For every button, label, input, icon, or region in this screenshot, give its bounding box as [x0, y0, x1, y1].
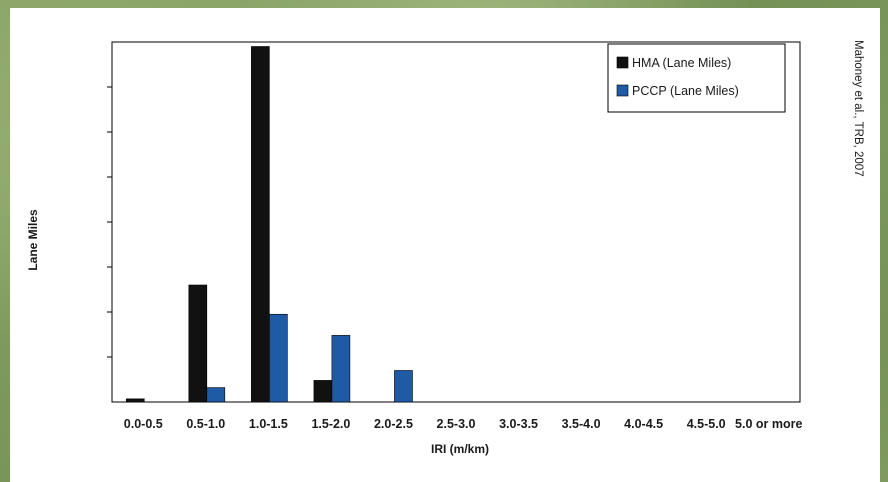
- x-tick-label: 1.5-2.0: [311, 417, 350, 431]
- x-tick-label: 5.0 or more: [735, 417, 802, 431]
- x-tick-label: 4.5-5.0: [687, 417, 726, 431]
- x-tick-label: 1.0-1.5: [249, 417, 288, 431]
- bars: [125, 46, 413, 403]
- x-tick-label: 0.0-0.5: [124, 417, 163, 431]
- legend-label: HMA (Lane Miles): [632, 56, 731, 70]
- legend-box: [607, 43, 786, 113]
- bar-chart: 0.0-0.5 0.5-1.0 1.0-1.5 1.5-2.0 2.0-2.5 2.5-3…: [26, 40, 864, 456]
- chart-panel: 0.0-0.5 0.5-1.0 1.0-1.5 1.5-2.0 2.0-2.5 2.5-3…: [10, 8, 880, 482]
- bar-pccp-0.5-1.0: [206, 387, 226, 403]
- source-credit: Mahoney et al., TRB, 2007: [852, 40, 864, 177]
- bar-hma-1.0-1.5: [251, 46, 270, 403]
- x-tick-label: 3.5-4.0: [562, 417, 601, 431]
- legend-swatch: [616, 56, 629, 69]
- y-axis-title: Lane Miles: [26, 209, 40, 271]
- bar-hma-0.5-1.0: [188, 284, 208, 403]
- x-tick-label: 4.0-4.5: [624, 417, 663, 431]
- bar-hma-1.5-2.0: [313, 380, 333, 403]
- x-tick-label: 2.5-3.0: [437, 417, 476, 431]
- bar-pccp-1.5-2.0: [331, 335, 351, 403]
- x-tick-labels: 0.0-0.5 0.5-1.0 1.0-1.5 1.5-2.0 2.0-2.5 2.5-3…: [124, 417, 803, 431]
- bar-hma-0.0-0.5: [125, 398, 145, 403]
- x-tick-label: 2.0-2.5: [374, 417, 413, 431]
- axes: [107, 41, 801, 403]
- legend-swatch: [616, 84, 629, 97]
- legend: HMA (Lane Miles) PCCP (Lane Miles): [607, 43, 786, 113]
- bar-pccp-1.0-1.5: [269, 313, 288, 403]
- x-tick-label: 0.5-1.0: [186, 417, 225, 431]
- legend-label: PCCP (Lane Miles): [632, 84, 739, 98]
- x-axis-title: IRI (m/km): [431, 442, 489, 456]
- bar-pccp-2.0-2.5: [394, 370, 413, 403]
- x-tick-label: 3.0-3.5: [499, 417, 538, 431]
